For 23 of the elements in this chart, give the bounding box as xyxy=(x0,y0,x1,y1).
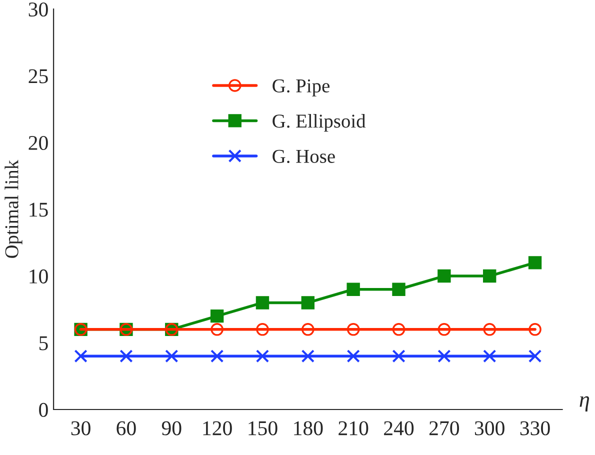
y-tick-label: 20 xyxy=(28,136,48,150)
y-tick-label: 5 xyxy=(39,336,48,350)
x-tick-label: 270 xyxy=(429,421,460,436)
x-tick-label: 90 xyxy=(162,421,182,436)
x-tick-label: 60 xyxy=(116,421,136,436)
x-axis-title: η xyxy=(580,396,590,412)
x-tick-label: 150 xyxy=(248,421,278,436)
x-tick-label: 180 xyxy=(294,421,323,436)
y-tick-label: 0 xyxy=(39,402,48,417)
x-tick-label: 300 xyxy=(474,421,504,436)
x-tick-label: 240 xyxy=(384,421,414,436)
y-tick-label: 25 xyxy=(28,69,48,84)
x-tick-label: 210 xyxy=(338,421,368,436)
legend-label: G. Hose xyxy=(272,150,335,164)
x-tick-label: 120 xyxy=(203,421,232,436)
y-tick-label: 15 xyxy=(30,202,48,217)
y-tick-label: 10 xyxy=(30,269,48,284)
legend-label: G. Ellipsoid xyxy=(272,114,366,132)
legend-label: G. Pipe xyxy=(272,79,330,96)
y-axis-title: Optimal link xyxy=(4,160,22,258)
x-tick-label: 30 xyxy=(71,421,90,436)
y-tick-label: 30 xyxy=(28,2,48,17)
x-tick-label: 330 xyxy=(520,421,550,436)
